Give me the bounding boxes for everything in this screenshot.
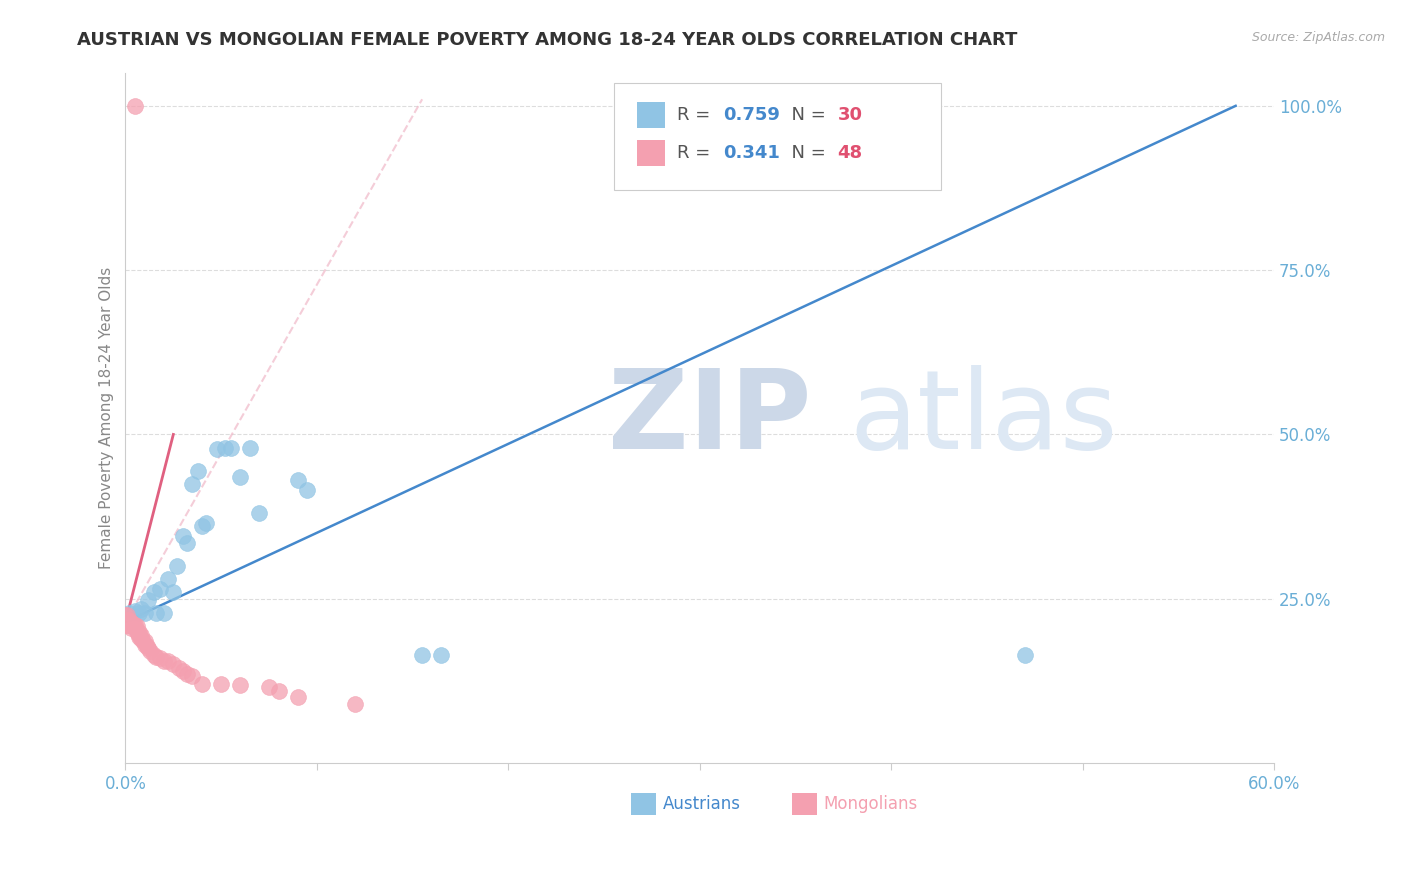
Point [118, 606, 141, 620]
Point [114, 613, 136, 627]
Point [172, 664, 194, 678]
Point [152, 606, 174, 620]
Point [129, 628, 152, 642]
FancyBboxPatch shape [613, 83, 941, 190]
Point [181, 669, 204, 683]
Point [187, 464, 209, 478]
Bar [631, 793, 657, 814]
Point [120, 618, 142, 632]
Point [124, 604, 146, 618]
Point [125, 619, 148, 633]
Point [167, 661, 190, 675]
Point [145, 649, 167, 664]
Point [128, 624, 150, 639]
Point [124, 621, 146, 635]
Point [166, 558, 188, 573]
Point [267, 683, 290, 698]
Point [117, 613, 139, 627]
Point [156, 572, 179, 586]
Point [172, 529, 194, 543]
Point [287, 690, 309, 705]
Point [249, 506, 271, 520]
Point [257, 681, 280, 695]
Text: AUSTRIAN VS MONGOLIAN FEMALE POVERTY AMONG 18-24 YEAR OLDS CORRELATION CHART: AUSTRIAN VS MONGOLIAN FEMALE POVERTY AMO… [77, 31, 1018, 49]
Text: 30: 30 [838, 106, 862, 124]
Point [194, 516, 217, 531]
Point [117, 608, 139, 623]
Text: N =: N = [780, 106, 831, 124]
Point [135, 639, 157, 653]
Point [124, 618, 146, 632]
Point [114, 618, 136, 632]
Point [411, 648, 433, 662]
Point [191, 519, 214, 533]
Point [114, 615, 136, 629]
Y-axis label: Female Poverty Among 18-24 Year Olds: Female Poverty Among 18-24 Year Olds [100, 267, 114, 569]
Point [125, 624, 148, 639]
Text: 48: 48 [838, 144, 863, 162]
Point [145, 606, 167, 620]
Point [134, 638, 156, 652]
Point [239, 441, 262, 455]
Text: Source: ZipAtlas.com: Source: ZipAtlas.com [1251, 31, 1385, 45]
Point [430, 648, 453, 662]
Point [117, 618, 139, 632]
Point [128, 628, 150, 642]
Point [131, 634, 153, 648]
Bar [637, 140, 665, 166]
Point [209, 677, 232, 691]
Point [162, 657, 184, 672]
Point [139, 644, 162, 658]
Point [118, 618, 141, 632]
Point [176, 536, 198, 550]
Point [129, 632, 152, 647]
Point [287, 474, 309, 488]
Text: Austrians: Austrians [664, 796, 741, 814]
Point [120, 621, 142, 635]
Point [138, 640, 160, 655]
Point [156, 654, 179, 668]
Point [1014, 648, 1036, 662]
Point [191, 677, 214, 691]
Point [138, 593, 160, 607]
Text: 0.341: 0.341 [723, 144, 779, 162]
Point [214, 441, 236, 455]
Text: R =: R = [676, 106, 716, 124]
Point [297, 483, 319, 498]
Point [143, 648, 166, 662]
Bar [637, 102, 665, 128]
Point [143, 585, 166, 599]
Point [124, 99, 146, 113]
Point [134, 606, 156, 620]
Point [118, 613, 141, 627]
Point [229, 470, 252, 484]
Bar [792, 793, 817, 814]
Point [219, 441, 242, 455]
Text: R =: R = [676, 144, 716, 162]
Text: atlas: atlas [849, 365, 1118, 472]
Point [176, 667, 198, 681]
Point [128, 606, 150, 620]
Point [344, 697, 367, 711]
Point [152, 654, 174, 668]
Point [149, 582, 172, 596]
Point [120, 615, 142, 629]
Point [229, 678, 252, 692]
Point [207, 442, 229, 456]
Text: ZIP: ZIP [607, 365, 811, 472]
Text: 0.759: 0.759 [723, 106, 779, 124]
Point [122, 619, 145, 633]
Point [181, 476, 204, 491]
Point [117, 615, 139, 629]
Point [114, 608, 136, 623]
Point [122, 616, 145, 631]
Point [128, 630, 150, 644]
Point [134, 634, 156, 648]
Point [162, 585, 184, 599]
Text: Mongolians: Mongolians [824, 796, 918, 814]
Point [129, 601, 152, 615]
Point [149, 651, 172, 665]
Text: N =: N = [780, 144, 831, 162]
